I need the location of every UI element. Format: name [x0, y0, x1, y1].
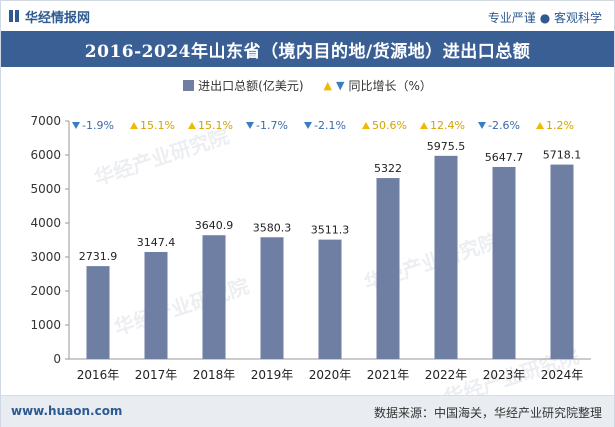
- data-source: 数据来源：中国海关，华经产业研究院整理: [373, 406, 602, 420]
- growth-down-icon: [72, 122, 80, 129]
- bar: [202, 235, 226, 359]
- data-label: 5647.7: [485, 151, 524, 164]
- growth-up-icon: [362, 122, 370, 129]
- y-tick-label: 5000: [30, 182, 61, 196]
- data-label: 5975.5: [427, 140, 466, 153]
- bar: [144, 251, 168, 359]
- x-tick-label: 2018年: [193, 368, 236, 382]
- growth-down-icon: [304, 122, 312, 129]
- x-tick-label: 2020年: [309, 368, 352, 382]
- legend-item-total: 进出口总额(亿美元): [183, 77, 304, 94]
- x-tick-label: 2021年: [367, 368, 410, 382]
- growth-up-icon: [188, 122, 196, 129]
- growth-label: 15.1%: [140, 119, 175, 132]
- tagline: 专业严谨 ● 客观科学: [487, 11, 602, 25]
- x-tick-label: 2024年: [541, 368, 584, 382]
- data-label: 2731.9: [79, 250, 118, 263]
- data-label: 3511.3: [311, 224, 350, 237]
- legend: 进出口总额(亿美元) ▲ ▼ 同比增长（%）: [1, 77, 614, 94]
- legend-item-growth: ▲ ▼ 同比增长（%）: [324, 77, 432, 94]
- growth-label: 1.2%: [546, 119, 574, 132]
- y-tick-label: 6000: [30, 148, 61, 162]
- growth-label: -1.7%: [256, 119, 288, 132]
- data-label: 5718.1: [543, 149, 582, 162]
- legend-label-growth: 同比增长（%）: [348, 79, 432, 93]
- website-link[interactable]: www.huaon.com: [11, 404, 123, 418]
- growth-label: -1.9%: [82, 119, 114, 132]
- growth-up-icon: [536, 122, 544, 129]
- x-tick-label: 2019年: [251, 368, 294, 382]
- growth-label: -2.6%: [488, 119, 520, 132]
- brand-name: 华经情报网: [25, 10, 91, 26]
- growth-label: 12.4%: [430, 119, 465, 132]
- data-label: 3580.3: [253, 221, 292, 234]
- title-bar: 2016-2024年山东省（境内目的地/货源地）进出口总额: [1, 31, 614, 67]
- bar-chart: 0 1000 2000 3000 4000 5000 6000 7000 2731.9 2016年…: [30, 114, 591, 382]
- legend-label-total: 进出口总额(亿美元): [198, 79, 304, 93]
- data-label: 3147.4: [137, 236, 176, 249]
- y-tick-label: 1000: [30, 318, 61, 332]
- growth-down-icon: [478, 122, 486, 129]
- bar: [376, 178, 400, 359]
- triangle-down-icon: ▼: [335, 79, 345, 92]
- growth-up-icon: [130, 122, 138, 129]
- bar: [86, 266, 110, 359]
- growth-label: 50.6%: [372, 119, 407, 132]
- growth-label: -2.1%: [314, 119, 346, 132]
- y-tick-label: 4000: [30, 216, 61, 230]
- x-tick-label: 2017年: [135, 368, 178, 382]
- x-tick-label: 2016年: [77, 368, 120, 382]
- bar: [260, 237, 284, 359]
- bar: [492, 166, 516, 359]
- x-tick-label: 2023年: [483, 368, 526, 382]
- triangle-up-icon: ▲: [323, 79, 332, 92]
- chart-title: 2016-2024年山东省（境内目的地/货源地）进出口总额: [84, 41, 531, 62]
- legend-swatch: [183, 80, 195, 91]
- logo: 华经情报网: [9, 7, 90, 26]
- y-tick-label: 0: [53, 352, 61, 366]
- top-bar: 华经情报网 专业严谨 ● 客观科学: [1, 1, 614, 31]
- x-tick-label: 2022年: [425, 368, 468, 382]
- logo-icon: [9, 10, 19, 22]
- bar: [318, 239, 342, 359]
- data-label: 3640.9: [195, 219, 234, 232]
- footer: www.huaon.com 数据来源：中国海关，华经产业研究院整理: [1, 395, 614, 427]
- growth-up-icon: [420, 122, 428, 129]
- y-tick-label: 3000: [30, 250, 61, 264]
- bar: [434, 155, 458, 359]
- y-tick-label: 7000: [30, 114, 61, 128]
- bar: [550, 164, 574, 359]
- growth-down-icon: [246, 122, 254, 129]
- growth-label: 15.1%: [198, 119, 233, 132]
- y-tick-label: 2000: [30, 284, 61, 298]
- data-label: 5322: [374, 162, 402, 175]
